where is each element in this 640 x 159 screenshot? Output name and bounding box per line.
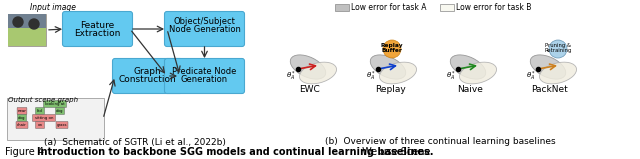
- Text: Low error for task B: Low error for task B: [456, 3, 531, 12]
- Text: Node Generation: Node Generation: [168, 24, 241, 34]
- Text: Feature: Feature: [81, 21, 115, 30]
- Text: sitting on: sitting on: [35, 116, 53, 120]
- FancyBboxPatch shape: [7, 98, 104, 140]
- FancyBboxPatch shape: [44, 100, 67, 107]
- Text: Graph: Graph: [134, 68, 161, 76]
- Text: $\theta_A^*$: $\theta_A^*$: [446, 70, 456, 83]
- FancyBboxPatch shape: [17, 114, 26, 121]
- FancyBboxPatch shape: [35, 121, 45, 128]
- Text: Low error for task A: Low error for task A: [351, 3, 426, 12]
- Text: EWC: EWC: [300, 84, 321, 93]
- Ellipse shape: [380, 62, 417, 84]
- Text: $\theta_A^*$: $\theta_A^*$: [366, 70, 376, 83]
- FancyBboxPatch shape: [164, 59, 244, 93]
- FancyBboxPatch shape: [17, 107, 27, 114]
- Text: dog: dog: [56, 109, 64, 113]
- FancyBboxPatch shape: [8, 28, 46, 46]
- Ellipse shape: [451, 55, 486, 79]
- Ellipse shape: [460, 62, 497, 84]
- Circle shape: [13, 17, 23, 27]
- Text: Predicate Node: Predicate Node: [172, 68, 237, 76]
- Text: near: near: [17, 109, 26, 113]
- FancyBboxPatch shape: [16, 121, 28, 128]
- Text: (b)  Overview of three continual learning baselines: (b) Overview of three continual learning…: [324, 138, 556, 146]
- Ellipse shape: [371, 55, 406, 79]
- FancyBboxPatch shape: [33, 114, 56, 121]
- Text: Pruning &
Retraining: Pruning & Retraining: [544, 43, 572, 53]
- Text: Generation: Generation: [181, 76, 228, 84]
- FancyBboxPatch shape: [56, 121, 68, 128]
- FancyBboxPatch shape: [164, 11, 244, 46]
- Text: chair: chair: [17, 123, 27, 127]
- Text: PackNet: PackNet: [532, 84, 568, 93]
- Text: Input image: Input image: [30, 3, 76, 12]
- Ellipse shape: [291, 55, 326, 79]
- Text: Output scene graph: Output scene graph: [8, 97, 78, 103]
- FancyBboxPatch shape: [440, 4, 454, 11]
- FancyBboxPatch shape: [56, 107, 65, 114]
- Text: Figure 4:: Figure 4:: [5, 147, 51, 157]
- Circle shape: [29, 19, 39, 29]
- FancyBboxPatch shape: [8, 14, 46, 46]
- Text: $\theta_A^*$: $\theta_A^*$: [286, 70, 296, 83]
- Text: Naive: Naive: [457, 84, 483, 93]
- Ellipse shape: [531, 55, 566, 79]
- Text: Introduction to backbone SGG models and continual learning baselines.: Introduction to backbone SGG models and …: [37, 147, 433, 157]
- Text: Object/Subject: Object/Subject: [173, 17, 236, 27]
- Text: grass: grass: [57, 123, 67, 127]
- FancyBboxPatch shape: [63, 11, 132, 46]
- Text: Construction: Construction: [118, 76, 177, 84]
- FancyBboxPatch shape: [113, 59, 182, 93]
- Text: kid: kid: [37, 109, 43, 113]
- Text: on: on: [38, 123, 42, 127]
- Ellipse shape: [540, 62, 577, 84]
- Text: Extraction: Extraction: [74, 28, 121, 38]
- FancyBboxPatch shape: [335, 4, 349, 11]
- Text: (a)  Schematic of SGTR (Li et al., 2022b): (a) Schematic of SGTR (Li et al., 2022b): [44, 138, 226, 146]
- FancyBboxPatch shape: [35, 107, 45, 114]
- Text: $\theta_A^*$: $\theta_A^*$: [526, 70, 536, 83]
- Text: dog: dog: [19, 116, 26, 120]
- Circle shape: [383, 40, 401, 58]
- Text: looking at: looking at: [45, 102, 65, 106]
- Text: We use Scene: We use Scene: [359, 147, 431, 157]
- FancyBboxPatch shape: [8, 14, 46, 28]
- Circle shape: [549, 40, 567, 58]
- Text: Replay: Replay: [374, 84, 405, 93]
- Ellipse shape: [300, 62, 337, 84]
- Text: Replay
Buffer: Replay Buffer: [381, 43, 403, 53]
